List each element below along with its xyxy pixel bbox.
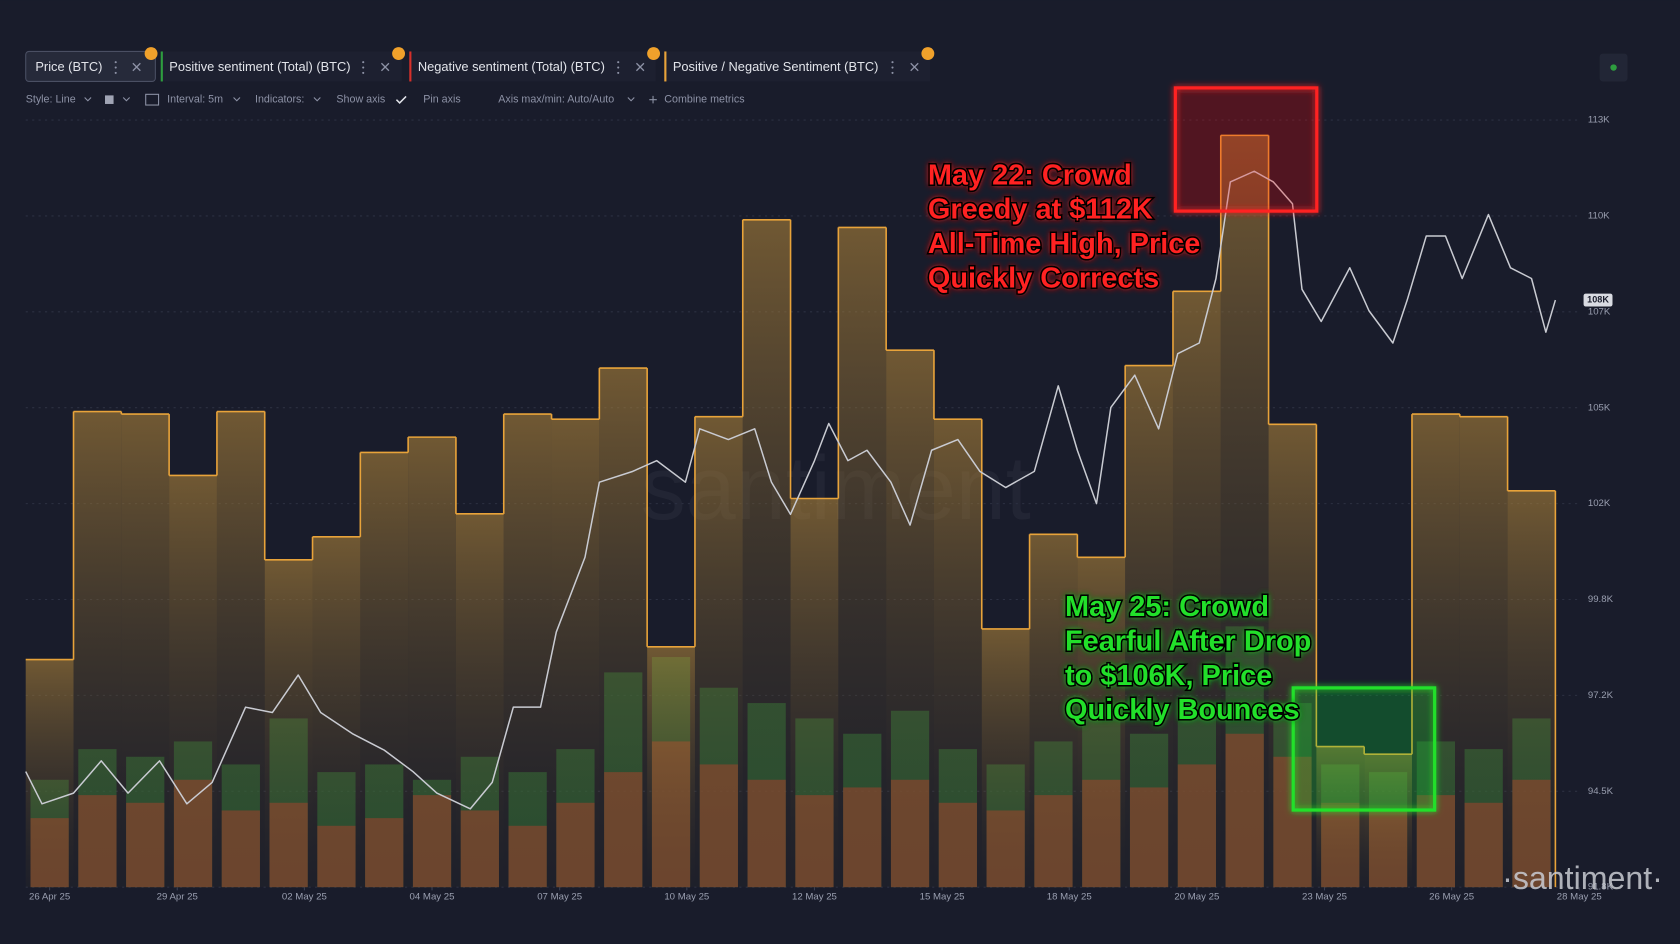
y-tick-label: 107K [1588, 306, 1611, 317]
y-tick-label: 99.8K [1588, 594, 1614, 605]
step-area [264, 559, 313, 888]
x-tick-label: 10 May 25 [664, 891, 709, 902]
toolbar: Style: Line Interval: 5m Indicators: Sho… [26, 94, 745, 106]
tab[interactable] [25, 50, 156, 83]
plus-icon [649, 95, 657, 104]
step-area [1172, 291, 1221, 888]
x-tick-label: 26 Apr 25 [29, 891, 70, 902]
x-tick-label: 07 May 25 [537, 891, 582, 902]
step-area [503, 414, 552, 888]
annotation-text: Fearful After Drop [1065, 626, 1311, 658]
step-area [1029, 534, 1078, 888]
step-area [1077, 557, 1126, 888]
tab-label[interactable]: Positive / Negative Sentiment (BTC) [673, 59, 879, 74]
step-area [121, 414, 170, 888]
step-area [169, 475, 217, 888]
x-tick-label: 23 May 25 [1302, 891, 1347, 902]
annotation-text: May 25: Crowd [1065, 591, 1269, 623]
annotation-text: May 22: Crowd [928, 159, 1132, 191]
interval-icon [145, 93, 160, 106]
step-area [599, 368, 648, 888]
x-tick-label: 28 May 25 [1557, 891, 1602, 902]
style-select[interactable]: Style: Line [26, 94, 76, 106]
highlight-box [1173, 86, 1319, 213]
checkbox[interactable] [395, 95, 407, 104]
step-area [216, 411, 265, 888]
annotation-text: to $106K, Price [1065, 660, 1272, 692]
logo: ·santiment· [1502, 860, 1663, 896]
axis-minmax[interactable]: Axis max/min: Auto/Auto [498, 94, 614, 106]
price-line [25, 170, 1557, 810]
plot-area: santiment91.8K94.5K97.2K99.8K102K105K107… [25, 86, 1663, 902]
step-area [1125, 365, 1173, 888]
step-area [1507, 490, 1556, 888]
tab[interactable] [664, 51, 930, 82]
badge [144, 47, 158, 61]
badge [647, 47, 660, 61]
status-dot [1610, 64, 1617, 71]
last-price-tag [1583, 293, 1613, 307]
close-icon[interactable] [380, 62, 390, 72]
last-price-label: 108K [1587, 294, 1609, 304]
x-tick-label: 04 May 25 [410, 891, 455, 902]
x-tick-label: 18 May 25 [1047, 891, 1092, 902]
step-area [408, 437, 456, 888]
close-icon[interactable] [635, 62, 645, 72]
step-area [933, 419, 982, 888]
x-tick-label: 12 May 25 [792, 891, 837, 902]
step-area [73, 411, 122, 888]
pin-axis[interactable]: Pin axis [423, 94, 460, 106]
tab[interactable] [160, 51, 402, 82]
step-area [551, 419, 600, 888]
y-tick-label: 94.5K [1588, 786, 1614, 797]
step-area [790, 498, 839, 888]
x-tick-label: 15 May 25 [920, 891, 965, 902]
annotation-text: All-Time High, Price [928, 228, 1201, 260]
x-tick-label: 26 May 25 [1429, 891, 1474, 902]
annotation-text: Quickly Bounces [1065, 694, 1300, 726]
tab-label[interactable]: Negative sentiment (Total) (BTC) [418, 59, 605, 74]
y-tick-label: 91.8K [1588, 882, 1614, 893]
step-area [25, 659, 74, 888]
y-tick-label: 113K [1588, 115, 1610, 126]
step-area [455, 513, 504, 888]
color-picker[interactable] [105, 95, 114, 104]
tab-label[interactable]: Price (BTC) [35, 59, 102, 74]
annotation-text: Quickly Corrects [928, 262, 1159, 294]
highlight-box [1291, 686, 1437, 812]
step-area [1459, 416, 1508, 888]
step-area [981, 628, 1030, 888]
step-area [742, 219, 791, 888]
metric-tabs[interactable]: Price (BTC) Positive sentiment (Total) (… [25, 47, 1628, 83]
step-area [1220, 135, 1269, 888]
y-tick-label: 105K [1588, 402, 1611, 413]
step-area [838, 227, 887, 888]
indicators-select[interactable]: Indicators: [255, 94, 304, 106]
step-area [1411, 414, 1460, 888]
step-area [694, 416, 743, 888]
tab[interactable] [409, 51, 656, 82]
show-axis[interactable]: Show axis [336, 94, 385, 106]
y-tick-label: 110K [1588, 210, 1610, 221]
badge [392, 47, 405, 61]
close-icon[interactable] [910, 62, 919, 72]
x-tick-label: 20 May 25 [1174, 891, 1219, 902]
close-icon[interactable] [132, 62, 141, 72]
badge [921, 47, 935, 61]
x-tick-label: 29 Apr 25 [157, 891, 198, 902]
tab-label[interactable]: Positive sentiment (Total) (BTC) [169, 59, 350, 74]
step-area [360, 452, 409, 888]
step-area [647, 646, 695, 888]
y-tick-label: 102K [1588, 498, 1611, 509]
y-tick-label: 97.2K [1588, 690, 1614, 701]
interval-select[interactable]: Interval: 5m [167, 94, 223, 106]
x-tick-label: 02 May 25 [282, 891, 327, 902]
annotation-text: Greedy at $112K [928, 194, 1153, 226]
step-area [886, 350, 934, 888]
combine-metrics[interactable]: Combine metrics [664, 94, 744, 106]
